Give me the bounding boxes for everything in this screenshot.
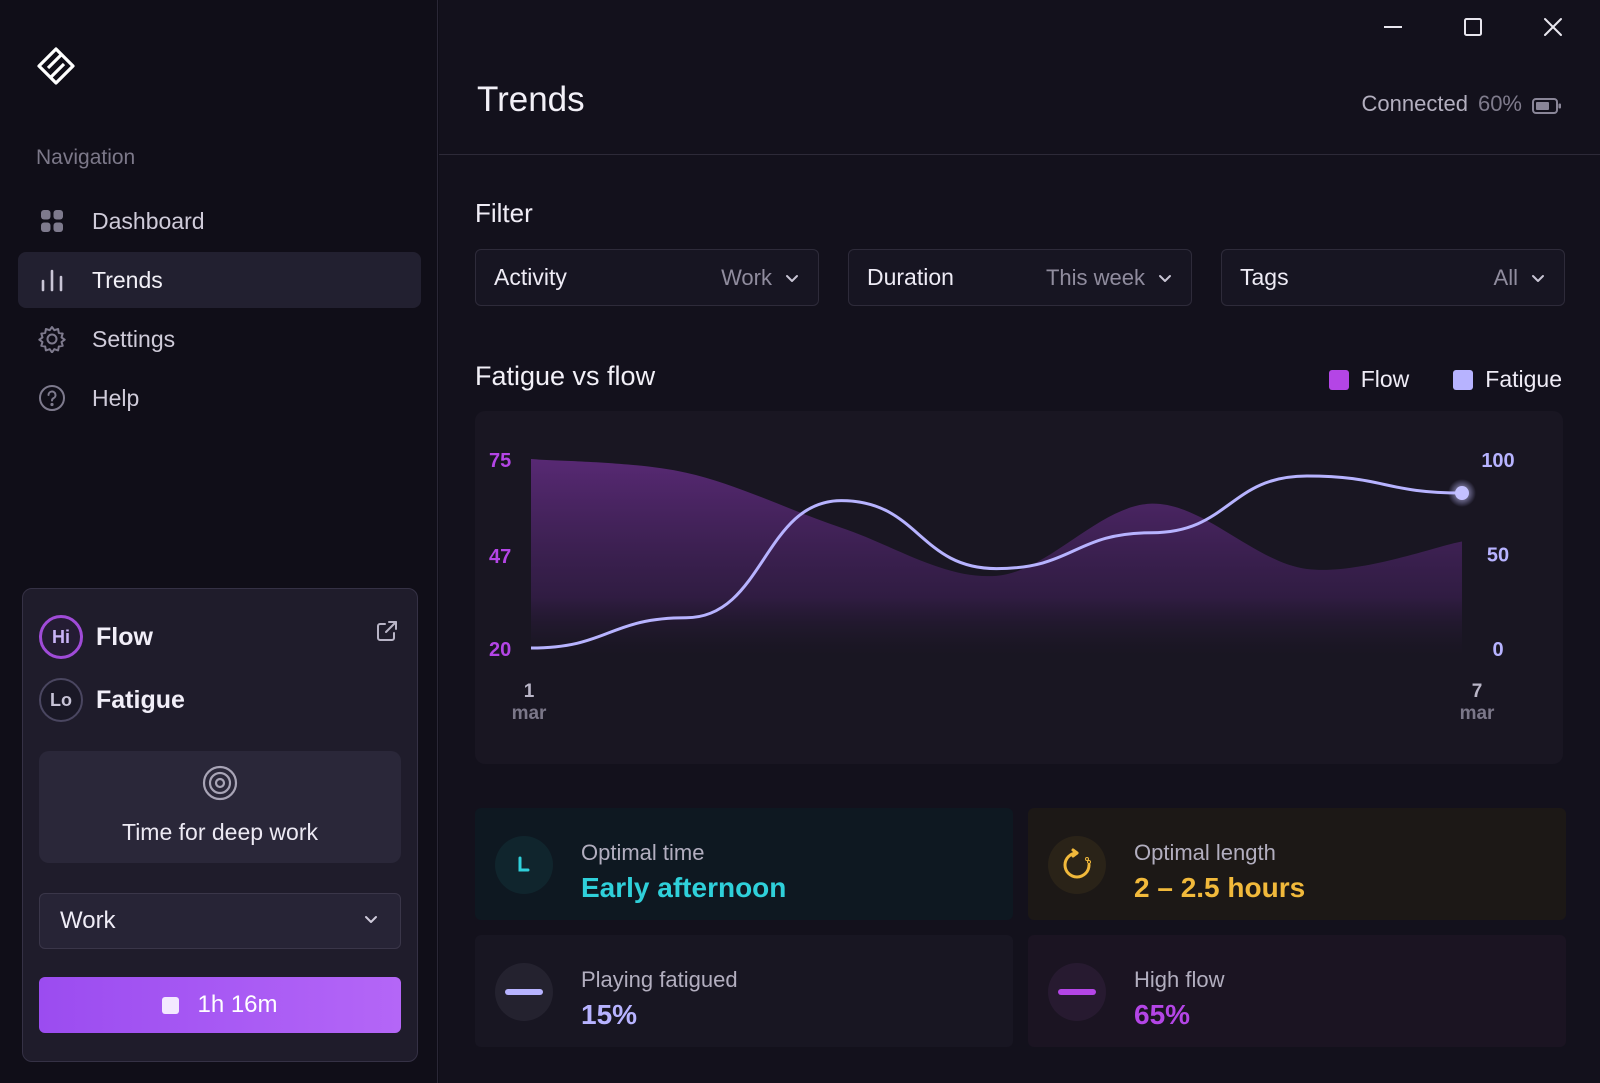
minus-icon <box>1048 963 1106 1021</box>
fatigue-state: Lo Fatigue <box>39 678 185 722</box>
stat-label: Optimal length <box>1134 840 1276 865</box>
stat-optimal-time: Optimal time Early afternoon <box>475 808 1013 920</box>
legend-label-fatigue: Fatigue <box>1485 366 1562 392</box>
chart-title: Fatigue vs flow <box>475 361 656 391</box>
right-axis-tick-label: 100 <box>1481 450 1514 472</box>
gear-icon <box>38 325 66 353</box>
stat-value: 15% <box>581 999 638 1030</box>
right-axis-tick-label: 0 <box>1492 639 1503 661</box>
activity-select[interactable]: Work <box>39 893 401 949</box>
legend-swatch-flow <box>1328 369 1349 390</box>
nav-item-help[interactable]: Help <box>18 370 421 426</box>
flow-level-badge: Hi <box>39 615 83 659</box>
flow-area-series <box>531 459 1462 656</box>
legend-item-flow: Flow <box>1328 366 1410 393</box>
flow-panel: Hi Flow Lo Fatigue Time for deep work Wo… <box>22 588 418 1062</box>
minimize-button[interactable] <box>1375 14 1411 44</box>
filter-title: Filter <box>475 198 533 228</box>
x-axis-tick-month: mar <box>512 703 547 724</box>
connection-status: Connected 60% <box>1362 91 1562 117</box>
nav-item-label: Settings <box>92 325 176 352</box>
target-icon <box>202 765 238 801</box>
connection-label: Connected <box>1361 91 1468 116</box>
left-axis-tick-label: 47 <box>489 546 511 568</box>
duration-filter-label: Duration <box>867 264 954 290</box>
duration-filter-value: This week <box>1045 264 1145 290</box>
timer-label: 1h 16m <box>197 991 278 1018</box>
right-axis-tick-label: 50 <box>1487 545 1509 567</box>
stat-label: Optimal time <box>581 840 705 865</box>
left-axis-tick-label: 20 <box>489 639 511 661</box>
nav-item-settings[interactable]: Settings <box>18 311 421 367</box>
close-button[interactable] <box>1535 14 1571 44</box>
activity-select-value: Work <box>60 907 116 934</box>
sidebar: Navigation Dashboard Trends Settings <box>0 0 438 1083</box>
chevron-down-icon <box>1530 270 1546 286</box>
fatigue-endpoint-dot <box>1455 486 1469 501</box>
activity-filter-value: Work <box>721 264 772 290</box>
flow-state: Hi Flow <box>39 615 153 659</box>
grid-icon <box>38 207 66 235</box>
stat-high-flow: High flow 65% <box>1028 935 1566 1047</box>
tags-filter-label: Tags <box>1240 264 1289 290</box>
legend-swatch-fatigue <box>1453 369 1474 390</box>
nav-item-label: Trends <box>92 266 163 293</box>
tags-filter[interactable]: Tags All <box>1221 249 1565 306</box>
close-icon <box>1543 17 1563 42</box>
activity-filter-label: Activity <box>494 264 567 290</box>
clock-icon <box>495 836 553 894</box>
stop-timer-button[interactable]: 1h 16m <box>39 977 401 1033</box>
x-axis-tick-day: 7 <box>1472 681 1483 702</box>
fatigue-level-badge: Lo <box>39 678 83 722</box>
stat-optimal-length: Optimal length 2 – 2.5 hours <box>1028 808 1566 920</box>
stat-label: High flow <box>1134 967 1225 992</box>
chart-legend: Flow Fatigue <box>1328 366 1562 393</box>
legend-label-flow: Flow <box>1360 366 1410 392</box>
stat-label: Playing fatigued <box>581 967 738 992</box>
chevron-down-icon <box>1157 270 1173 286</box>
chevron-down-icon <box>362 907 380 935</box>
fatigue-line-series <box>530 474 1463 650</box>
nav-item-label: Help <box>92 384 140 411</box>
app-logo <box>36 46 76 86</box>
stop-icon <box>162 996 180 1014</box>
left-axis-tick-label: 75 <box>489 450 511 472</box>
chart-card: 75 47 20 100 50 0 1 mar 7 mar <box>475 411 1563 764</box>
refresh-icon <box>1048 836 1106 894</box>
deep-work-text: Time for deep work <box>122 819 318 845</box>
maximize-icon <box>1463 17 1483 42</box>
minimize-icon <box>1383 17 1403 42</box>
nav-item-label: Dashboard <box>92 207 205 234</box>
minus-icon <box>495 963 553 1021</box>
nav-item-trends[interactable]: Trends <box>18 252 421 308</box>
header-divider <box>439 154 1600 155</box>
stat-value: Early afternoon <box>581 872 787 903</box>
legend-item-fatigue: Fatigue <box>1453 366 1562 393</box>
deep-work-card: Time for deep work <box>39 751 401 863</box>
stat-value: 65% <box>1134 999 1191 1030</box>
stat-value: 2 – 2.5 hours <box>1134 872 1306 903</box>
activity-filter[interactable]: Activity Work <box>475 249 819 306</box>
duration-filter[interactable]: Duration This week <box>848 249 1192 306</box>
x-axis-tick-month: mar <box>1460 703 1495 724</box>
chevron-down-icon <box>784 270 800 286</box>
main-content: Trends Connected 60% Filter Activity Wor… <box>439 0 1600 1083</box>
fatigue-label: Fatigue <box>96 685 185 714</box>
battery-percent: 60% <box>1477 91 1522 116</box>
flow-label: Flow <box>96 622 153 651</box>
nav-title: Navigation <box>36 146 136 169</box>
tags-filter-value: All <box>1493 264 1518 290</box>
bar-chart-icon <box>38 266 66 294</box>
help-circle-icon <box>38 384 66 412</box>
stat-playing-fatigued: Playing fatigued 15% <box>475 935 1013 1047</box>
nav-item-dashboard[interactable]: Dashboard <box>18 193 421 249</box>
x-axis-tick-day: 1 <box>524 681 535 702</box>
maximize-button[interactable] <box>1455 14 1491 44</box>
page-title: Trends <box>477 80 585 119</box>
battery-icon <box>1532 95 1562 114</box>
external-link-icon[interactable] <box>375 619 399 643</box>
